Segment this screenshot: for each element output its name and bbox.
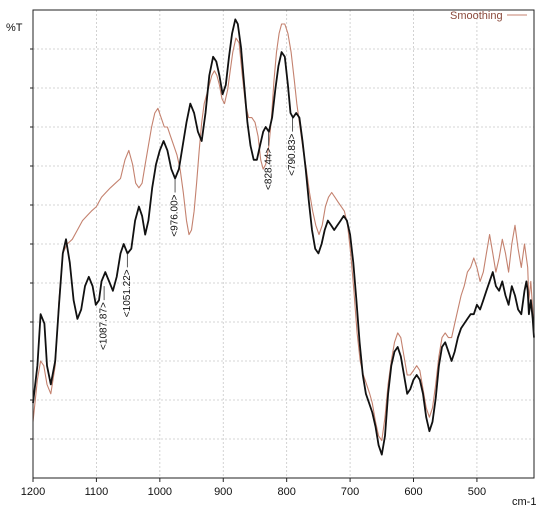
x-tick-label: 1000 [148, 486, 172, 498]
peak-label: <790.83> [287, 133, 298, 175]
x-tick-label: 900 [214, 486, 232, 498]
x-axis-label: cm-1 [512, 496, 536, 508]
peak-label: <1087.87> [99, 302, 110, 350]
x-axis-ticks: 1200 1100 1000 900 800 700 600 500 [21, 48, 486, 498]
legend-entry-smoothing: Smoothing [450, 10, 503, 22]
peak-annotations: <1087.87> <1051.22> <976.00> <828.44> <790.8… [99, 117, 298, 350]
spectrum-line [32, 18, 535, 456]
x-tick-label: 500 [468, 486, 486, 498]
x-tick-label: 800 [277, 486, 295, 498]
y-axis-label: %T [6, 22, 23, 34]
legend: Smoothing [450, 10, 527, 22]
x-tick-label: 1200 [21, 486, 45, 498]
peak-label: <976.00> [170, 194, 181, 236]
smoothing-line [32, 23, 535, 442]
x-tick-label: 1100 [85, 486, 109, 498]
peak-label: <828.44> [263, 148, 274, 190]
x-tick-label: 700 [341, 486, 359, 498]
x-tick-label: 600 [404, 486, 422, 498]
gridlines [32, 10, 534, 478]
series-group [32, 18, 535, 456]
peak-label: <1051.22> [122, 269, 133, 317]
